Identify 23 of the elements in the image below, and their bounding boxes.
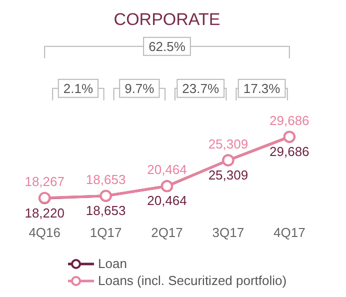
data-label: 29,686 [270, 112, 310, 128]
data-label: 20,464 [147, 162, 187, 178]
data-label: 18,220 [24, 205, 64, 220]
data-label: 18,267 [24, 174, 64, 189]
text: 9.7% [124, 80, 155, 96]
x-tick-label: 2Q17 [151, 224, 183, 240]
data-label: 18,653 [86, 202, 126, 218]
text: 62.5% [148, 38, 186, 54]
x-tick-label: 4Q16 [28, 224, 61, 240]
data-label: 18,653 [86, 172, 126, 187]
data-label: 29,686 [270, 144, 310, 159]
data-label: 25,309 [208, 167, 248, 182]
x-tick-label: 4Q17 [273, 224, 306, 240]
text: 2.1% [63, 80, 94, 96]
chart-title: CORPORATE [114, 10, 220, 29]
x-tick-label: 3Q17 [212, 224, 244, 240]
legend-label: Loan [98, 256, 127, 271]
legend-label: Loans (incl. Securitized portfolio) [98, 273, 287, 288]
data-label: 25,309 [208, 136, 248, 152]
data-label: 20,464 [147, 193, 187, 208]
text: 23.7% [182, 80, 220, 96]
x-tick-label: 1Q17 [90, 224, 122, 240]
text: 17.3% [243, 80, 281, 96]
